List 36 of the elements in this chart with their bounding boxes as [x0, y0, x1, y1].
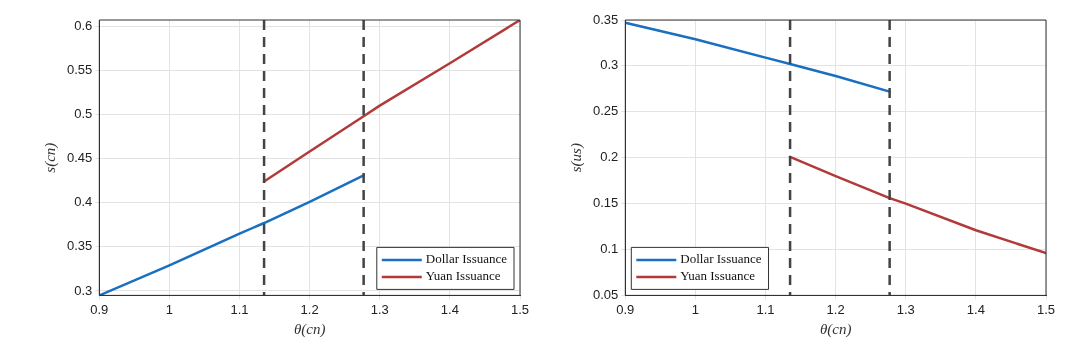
y-tick-label: 0.6 [74, 17, 93, 33]
y-tick-label: 0.1 [600, 241, 619, 257]
y-axis-title: s(cn) [41, 142, 59, 173]
y-tick-label: 0.2 [600, 149, 619, 165]
x-tick-label: 1 [165, 301, 174, 317]
y-tick-label: 0.55 [66, 61, 93, 77]
x-tick-label: 1.4 [966, 301, 985, 317]
y-tick-label: 0.3 [74, 282, 93, 298]
legend-label: Yuan Issuance [425, 268, 501, 284]
x-tick-label: 1.5 [510, 301, 530, 317]
y-tick-label: 0.35 [66, 238, 93, 254]
x-tick-label: 1.1 [756, 301, 775, 317]
x-tick-label: 1 [691, 301, 700, 317]
y-tick-label: 0.45 [66, 150, 93, 166]
x-tick-label: 0.9 [90, 301, 109, 317]
y-tick-label: 0.35 [592, 11, 619, 27]
y-tick-label: 0.4 [74, 194, 93, 210]
y-tick-label: 0.15 [592, 195, 619, 211]
x-tick-label: 1.2 [826, 301, 845, 317]
x-tick-label: 1.1 [230, 301, 249, 317]
legend-label: Dollar Issuance [680, 251, 762, 267]
x-tick-label: 1.3 [370, 301, 389, 317]
y-tick-label: 0.5 [74, 106, 93, 122]
y-axis-title: s(us) [567, 143, 585, 173]
legend-label: Dollar Issuance [425, 251, 508, 267]
x-axis-title: θ(cn) [819, 320, 852, 338]
y-tick-label: 0.3 [600, 57, 619, 73]
x-tick-label: 1.2 [300, 301, 319, 317]
legend-label: Yuan Issuance [680, 268, 756, 284]
y-tick-label: 0.05 [592, 286, 619, 302]
y-tick-label: 0.25 [592, 103, 619, 119]
x-tick-label: 0.9 [616, 301, 635, 317]
x-tick-label: 1.4 [440, 301, 459, 317]
x-tick-label: 1.5 [1036, 301, 1056, 317]
x-axis-title: θ(cn) [293, 320, 326, 338]
x-tick-label: 1.3 [896, 301, 915, 317]
